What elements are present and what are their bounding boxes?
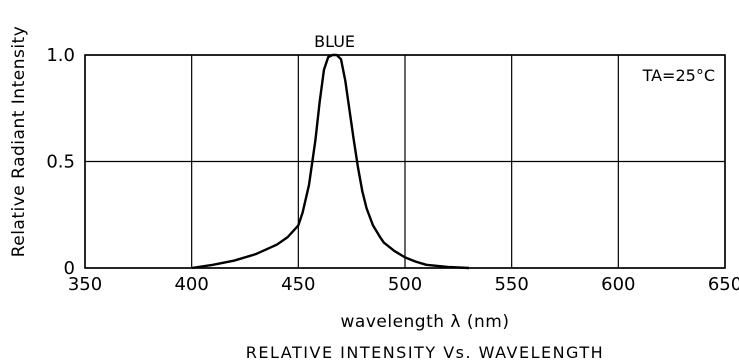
curve-label: BLUE	[314, 32, 355, 51]
chart-title: RELATIVE INTENSITY Vs. WAVELENGTH	[246, 343, 604, 362]
x-tick-labels: 350 400 450 500 550 600 650	[68, 274, 739, 295]
condition-label: TA=25°C	[642, 66, 715, 85]
plot-frame	[84, 54, 726, 269]
x-tick-label: 550	[494, 274, 528, 295]
x-tick-label: 450	[281, 274, 315, 295]
x-tick-label: 650	[708, 274, 739, 295]
series-layer	[191, 53, 470, 270]
x-tick-label: 400	[174, 274, 208, 295]
x-tick-label: 600	[601, 274, 635, 295]
y-tick-label: 0	[64, 258, 75, 279]
grid-layer	[84, 54, 726, 269]
plot-border	[84, 54, 726, 269]
series-line-blue	[191, 53, 470, 270]
x-tick-label: 350	[68, 274, 102, 295]
y-tick-label: 1.0	[46, 45, 75, 66]
y-axis-label: Relative Radiant Intensity	[9, 26, 29, 258]
y-tick-label: 0.5	[46, 152, 75, 173]
x-tick-label: 500	[388, 274, 422, 295]
x-axis-label: wavelength λ (nm)	[341, 312, 510, 332]
y-tick-labels: 0 0.5 1.0	[46, 45, 75, 279]
